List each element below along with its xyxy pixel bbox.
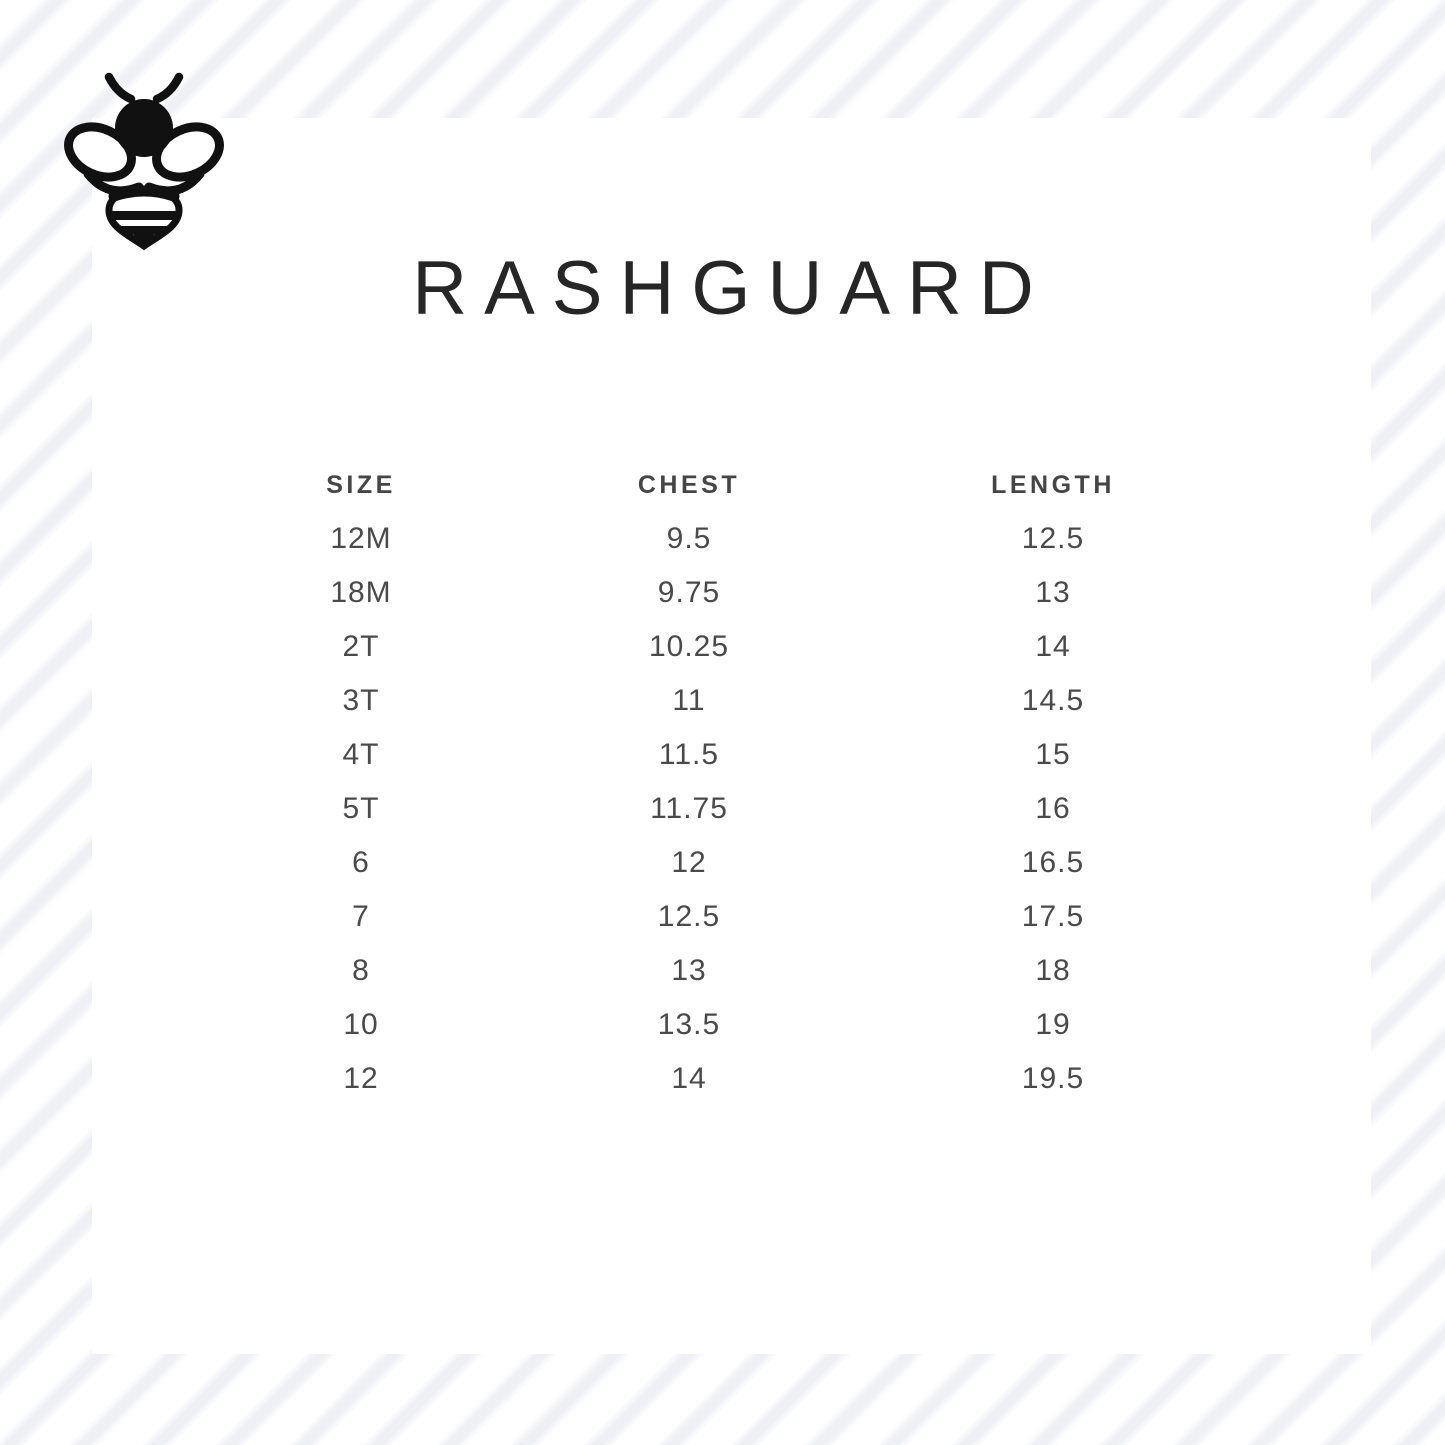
- column-header-size: SIZE: [326, 470, 396, 499]
- chest-cell: 11.75: [650, 792, 728, 825]
- chest-cell: 9.75: [657, 576, 721, 609]
- length-cell: 13: [1035, 576, 1071, 609]
- length-cell: 14.5: [1021, 684, 1085, 717]
- table-row: 6 12 16.5: [213, 836, 1237, 890]
- table-row: 5T 11.75 16: [213, 782, 1237, 836]
- length-cell: 17.5: [1021, 900, 1085, 933]
- table-header-row: SIZE CHEST LENGTH: [213, 458, 1237, 512]
- column-header-chest: CHEST: [637, 470, 741, 499]
- table-row: 18M 9.75 13: [213, 566, 1237, 620]
- size-cell: 7: [352, 900, 370, 933]
- table-row: 7 12.5 17.5: [213, 890, 1237, 944]
- length-cell: 14: [1035, 630, 1071, 663]
- column-header-length: LENGTH: [991, 470, 1115, 499]
- length-cell: 19.5: [1021, 1062, 1085, 1095]
- length-cell: 19: [1035, 1008, 1071, 1041]
- table-row: 8 13 18: [213, 944, 1237, 998]
- table-row: 2T 10.25 14: [213, 620, 1237, 674]
- size-cell: 2T: [342, 630, 380, 663]
- size-cell: 10: [343, 1008, 379, 1041]
- chest-cell: 12.5: [657, 900, 721, 933]
- length-cell: 16.5: [1021, 846, 1085, 879]
- length-cell: 12.5: [1021, 522, 1085, 555]
- size-cell: 5T: [342, 792, 380, 825]
- size-table: SIZE CHEST LENGTH 12M 9.5 12.5 18M 9.75 …: [213, 458, 1237, 1106]
- chest-cell: 12: [671, 846, 707, 879]
- table-row: 12 14 19.5: [213, 1052, 1237, 1106]
- bee-icon: [64, 72, 224, 251]
- table-row: 3T 11 14.5: [213, 674, 1237, 728]
- chest-cell: 11: [672, 684, 706, 717]
- size-cell: 3T: [342, 684, 380, 717]
- size-cell: 8: [352, 954, 370, 987]
- length-cell: 16: [1035, 792, 1071, 825]
- chest-cell: 10.25: [648, 630, 730, 663]
- page-title: RASHGUARD: [412, 246, 1051, 331]
- chest-cell: 14: [671, 1062, 707, 1095]
- table-row: 4T 11.5 15: [213, 728, 1237, 782]
- size-cell: 12M: [330, 522, 392, 555]
- size-cell: 12: [343, 1062, 379, 1095]
- chest-cell: 13.5: [657, 1008, 721, 1041]
- length-cell: 15: [1035, 738, 1071, 771]
- table-row: 10 13.5 19: [213, 998, 1237, 1052]
- chest-cell: 13: [671, 954, 707, 987]
- chest-cell: 9.5: [666, 522, 712, 555]
- size-cell: 4T: [342, 738, 380, 771]
- size-chart-card: RASHGUARD SIZE CHEST LENGTH 12M 9.5 12.5…: [92, 118, 1371, 1354]
- size-cell: 18M: [330, 576, 392, 609]
- length-cell: 18: [1035, 954, 1071, 987]
- chest-cell: 11.5: [658, 738, 720, 771]
- table-row: 12M 9.5 12.5: [213, 512, 1237, 566]
- size-cell: 6: [352, 846, 370, 879]
